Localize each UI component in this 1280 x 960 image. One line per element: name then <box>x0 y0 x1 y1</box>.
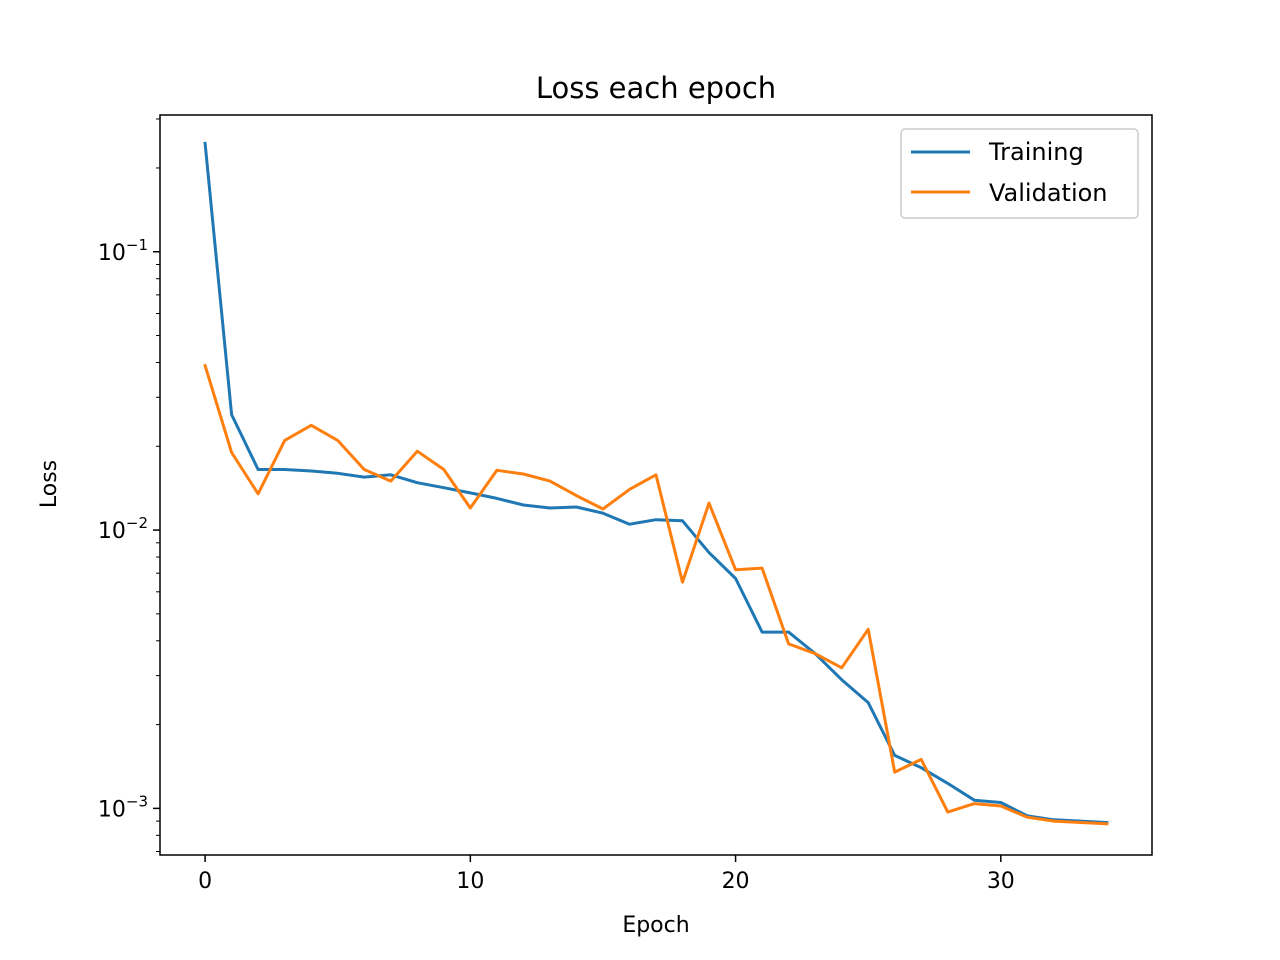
series-lines <box>203 141 1109 826</box>
axes: 0 10 20 30 10−1 10−2 10−3 <box>98 118 1015 894</box>
series-line-training <box>203 141 1109 825</box>
legend-training-label: Training <box>988 138 1084 166</box>
series-line-validation <box>203 363 1109 826</box>
y-tick-label: 10−3 <box>98 792 148 822</box>
y-axis-label: Loss <box>37 460 62 508</box>
y-tick-label: 10−2 <box>98 514 148 544</box>
x-tick-label: 0 <box>198 869 212 894</box>
x-tick-label: 20 <box>722 869 750 894</box>
plot-frame <box>159 114 1153 856</box>
legend: Training Validation <box>900 128 1139 219</box>
y-tick-label: 10−1 <box>98 236 148 266</box>
x-tick-label: 30 <box>987 869 1015 894</box>
x-axis-label: Epoch <box>622 913 689 938</box>
x-tick-label: 10 <box>456 869 484 894</box>
chart-title: Loss each epoch <box>536 71 776 105</box>
legend-validation-label: Validation <box>989 179 1108 207</box>
